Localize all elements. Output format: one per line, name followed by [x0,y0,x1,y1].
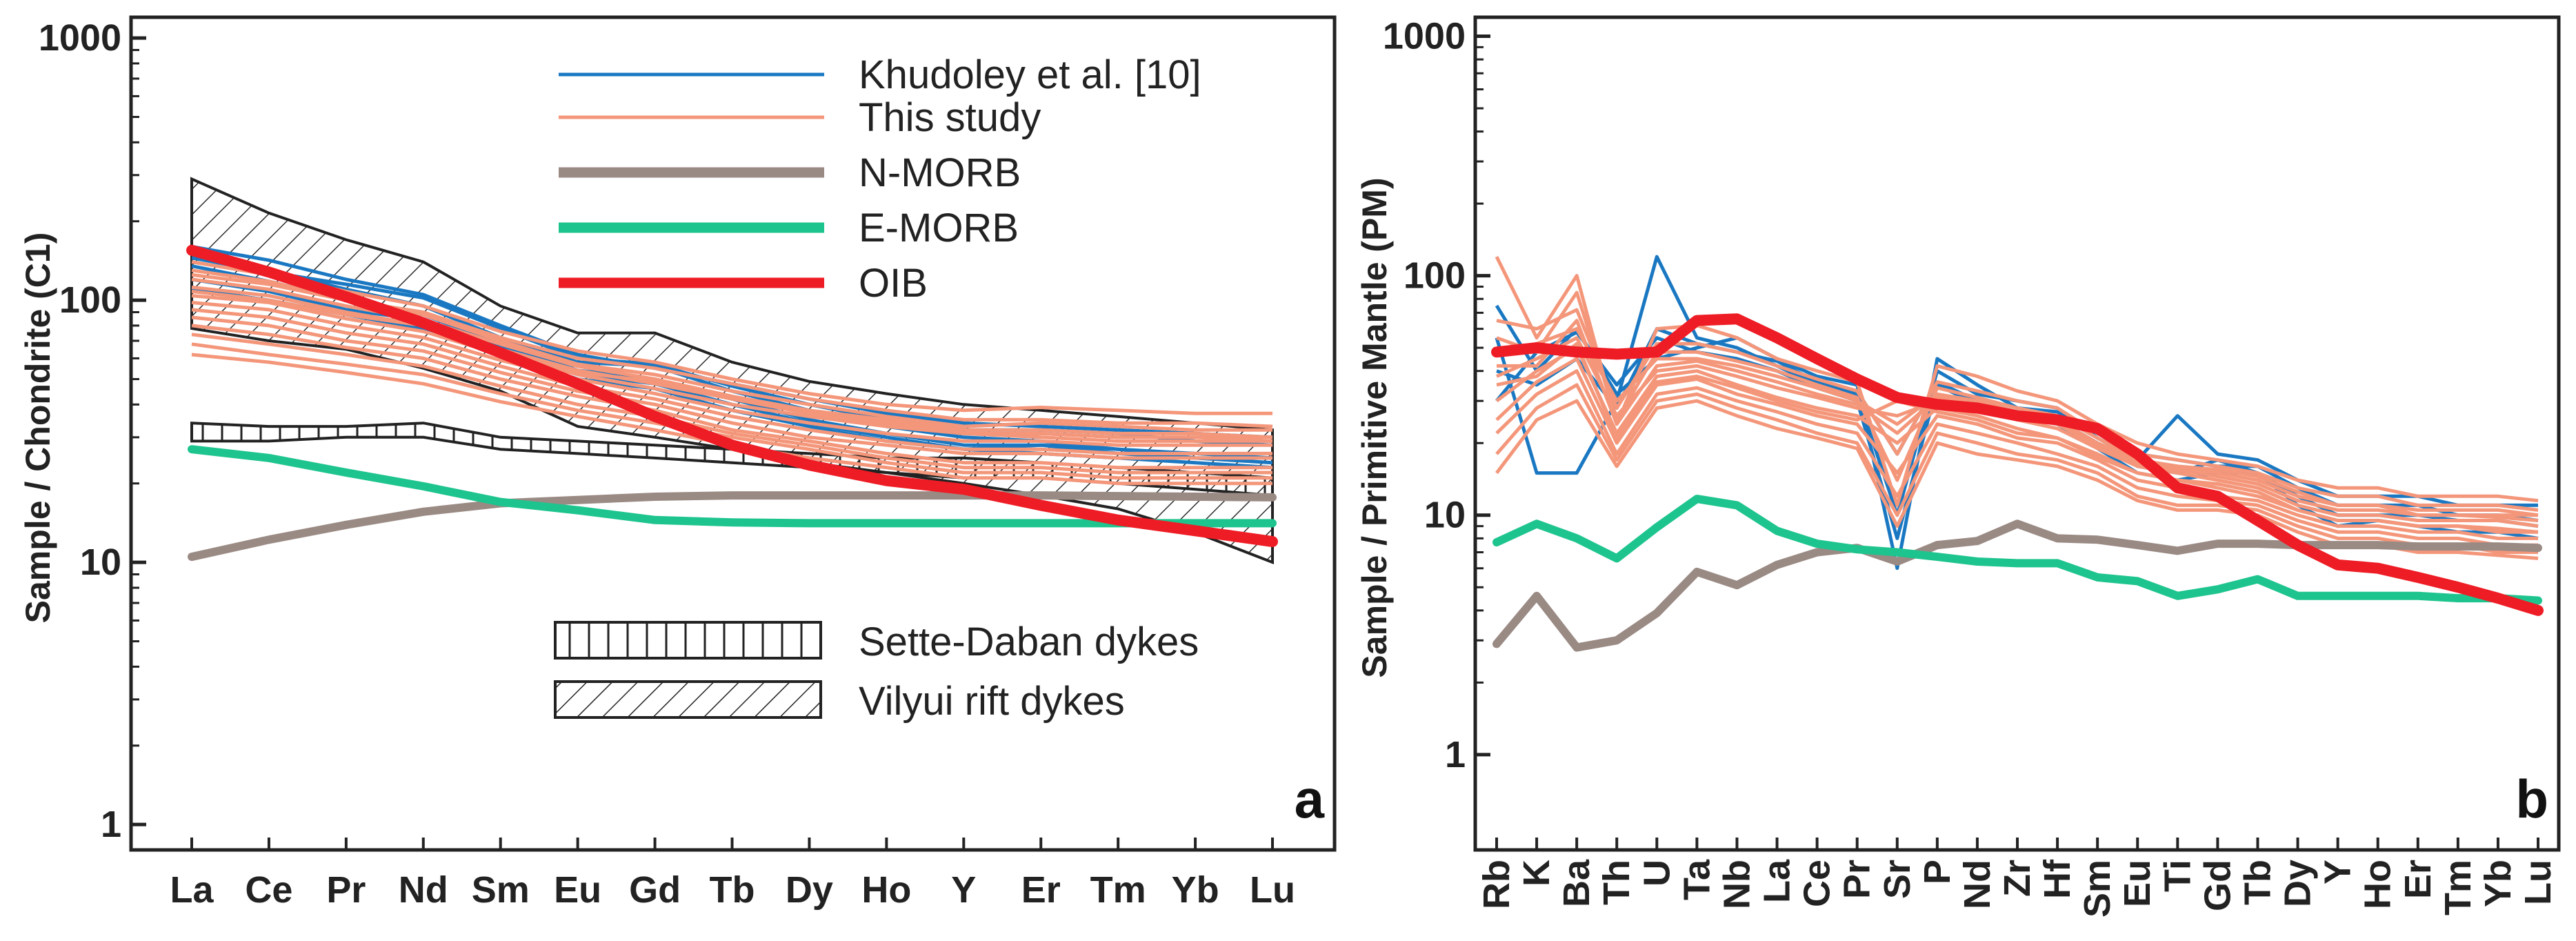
x-tick-label-gd: Gd [2197,860,2238,911]
series-line-n-morb [188,491,1277,562]
panel-a-reference-lines [186,244,1278,562]
x-tick-label-ti: Ti [2157,860,2198,892]
series-line-this-study-1 [191,260,1272,415]
series-line-this-study-9 [191,324,1272,470]
x-tick-label-tb: Tb [2237,860,2279,905]
legend-label-sette-daban-dykes: Sette-Daban dykes [859,620,1199,664]
x-tick-label-lu: Lu [1250,869,1295,911]
x-tick-label-dy: Dy [786,869,833,911]
series-line-this-study-11 [191,342,1272,480]
x-tick-label-ce: Ce [245,869,292,911]
panel-b-y-axis-label: Sample / Primitive Mantle (PM) [1355,177,1394,677]
x-tick-label-ta: Ta [1676,859,1717,900]
x-tick-label-ho: Ho [2357,860,2399,909]
x-tick-label-gd: Gd [629,869,681,911]
x-tick-label-ba: Ba [1556,859,1597,907]
series-line-this-study-10 [191,333,1272,475]
x-tick-label-nd: Nd [1957,860,1998,909]
panel-b-reference-lines [1491,313,2544,652]
legend-swatch-sette-daban-dykes [554,621,822,660]
x-tick-label-p: P [1917,860,1958,884]
x-tick-label-tb: Tb [710,869,755,911]
series-line-oib [186,244,1278,548]
x-tick-label-tm: Tm [2437,860,2479,915]
x-tick-label-hf: Hf [2037,859,2078,899]
x-tick-label-nd: Nd [399,869,448,911]
legend-label-vilyui-rift-dykes: Vilyui rift dykes [859,679,1125,724]
x-tick-label-pr: Pr [1837,860,1878,899]
series-line-this-study-8 [1495,383,2538,554]
panel-b-label: b [2515,769,2548,829]
series-line-this-study-7 [191,308,1272,455]
x-tick-label-tm: Tm [1090,869,1146,911]
y-tick-label: 1 [1445,734,1466,775]
x-tick-label-la: La [1757,859,1798,903]
series-line-n-morb [1492,519,2542,652]
y-tick-label: 10 [80,542,121,583]
x-tick-label-la: La [170,869,214,911]
x-tick-label-nb: Nb [1717,860,1758,909]
x-tick-label-ce: Ce [1797,860,1838,907]
x-tick-label-y: Y [2317,860,2359,884]
panel-a-fields [190,177,1274,565]
x-tick-label-sm: Sm [2077,860,2118,918]
legend-swatch-vilyui-rift-dykes [554,680,822,719]
x-tick-label-yb: Yb [2477,860,2519,907]
x-tick-label-zr: Zr [1997,860,2038,897]
series-line-this-study-1 [1495,255,2539,507]
panel-a-label: a [1295,769,1325,829]
panel-b-chart: 1101001000RbKBaThUTaNbLaCePrSrPNdZrHfSmE… [1355,15,2561,918]
series-line-e-morb [188,445,1277,528]
x-tick-label-rb: Rb [1476,860,1517,909]
x-tick-label-lu: Lu [2517,860,2559,905]
x-tick-label-sr: Sr [1877,860,1918,899]
x-tick-label-eu: Eu [2117,860,2158,907]
x-tick-label-ho: Ho [861,869,911,911]
series-line-this-study-8 [191,315,1272,460]
x-tick-label-k: K [1516,860,1557,886]
panel-a-axes: 1 10 100 1000 La Ce Pr Nd Sm Eu Gd Tb Dy Ho Y Er Tm Yb Lu [39,15,1337,911]
x-tick-label-eu: Eu [554,869,601,911]
y-tick-label: 100 [1404,255,1466,297]
x-tick-label-er: Er [2397,860,2439,899]
field-vilyui-rift-dykes [190,177,1274,565]
x-tick-label-sm: Sm [472,869,530,911]
legend-label-e-morb: E-MORB [859,206,1019,250]
x-tick-label-dy: Dy [2277,860,2319,907]
series-line-this-study-12 [1496,341,2539,534]
y-tick-label: 1000 [1383,15,1466,57]
series-line-oib [1491,313,2544,616]
legend-label-khudoley-et-al-10: Khudoley et al. [10] [859,52,1201,97]
x-tick-label-pr: Pr [326,869,366,911]
panel-b-axes: 1101001000RbKBaThUTaNbLaCePrSrPNdZrHfSmE… [1383,15,2561,918]
y-tick-label: 100 [59,279,121,321]
series-line-this-study-14 [191,289,1273,443]
panel-a-legend: Khudoley et al. [10]This study N-MORB E-MO… [554,52,1201,724]
series-line-this-study-6 [1495,357,2538,540]
y-tick-label: 1 [101,804,121,845]
series-line-this-study-6 [191,301,1272,447]
series-line-this-study-7 [1495,369,2538,547]
series-line-e-morb [1492,495,2542,605]
y-tick-label: 10 [1424,495,1466,536]
legend-label-this-study: This study [859,95,1041,140]
y-tick-label: 1000 [39,17,121,59]
x-tick-label-er: Er [1021,869,1061,911]
x-tick-label-th: Th [1596,860,1637,905]
legend-label-oib: OIB [859,261,928,306]
series-line-this-study-10 [1496,290,2539,517]
legend-label-n-morb: N-MORB [859,150,1021,195]
x-tick-label-u: U [1636,860,1677,886]
x-tick-label-y: Y [951,869,976,911]
series-line-this-study-5 [191,294,1272,443]
panel-a-y-axis-label: Sample / Chondrite (C1) [19,232,57,624]
x-tick-label-yb: Yb [1172,869,1219,911]
